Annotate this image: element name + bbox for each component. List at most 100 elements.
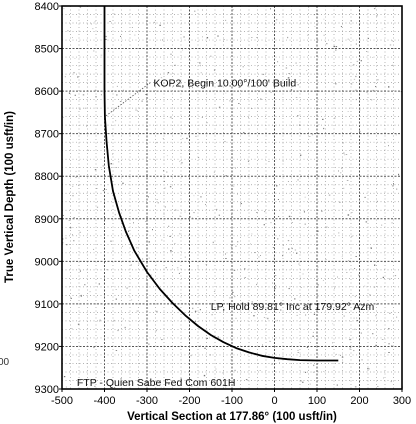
speckle [110, 163, 112, 165]
speckle [135, 109, 137, 111]
speckle [345, 154, 348, 155]
speckle [312, 335, 314, 337]
speckle [136, 247, 138, 249]
speckle [297, 115, 299, 117]
speckle [68, 220, 70, 221]
speckle [354, 328, 356, 330]
y-tick-label: 9300 [35, 384, 59, 396]
y-tick-label: 8700 [35, 129, 59, 141]
speckle [232, 185, 235, 187]
speckle [92, 28, 94, 30]
speckle [278, 359, 280, 361]
speckle [347, 214, 350, 216]
speckle [366, 91, 368, 93]
speckle [205, 204, 206, 206]
speckle [63, 376, 66, 378]
speckle [167, 72, 170, 74]
speckle [334, 287, 335, 289]
speckle [356, 60, 358, 62]
speckle [162, 39, 163, 41]
speckle [62, 242, 64, 244]
speckle [343, 152, 345, 154]
speckle [194, 320, 197, 322]
y-tick-label: 8600 [35, 86, 59, 98]
speckle [367, 368, 369, 370]
speckle [333, 45, 335, 48]
speckle [313, 313, 316, 315]
speckle [131, 299, 133, 301]
speckle [110, 240, 112, 242]
speckle [240, 203, 241, 205]
speckle [338, 170, 339, 172]
speckle [122, 182, 124, 184]
wellbore-path-line [103, 6, 339, 362]
speckle [243, 303, 245, 305]
speckle [393, 183, 394, 185]
speckle [146, 284, 148, 286]
speckle [181, 162, 183, 164]
speckle [172, 73, 174, 74]
speckle [213, 171, 215, 173]
speckle [70, 297, 72, 299]
speckle [136, 310, 138, 312]
speckle [323, 18, 325, 20]
speckle [217, 35, 219, 37]
speckle [68, 92, 70, 94]
speckle [276, 19, 278, 21]
speckle [75, 170, 77, 172]
speckle [300, 380, 302, 382]
speckle [102, 190, 105, 192]
speckle [201, 117, 203, 118]
speckle [163, 180, 165, 182]
speckle [158, 382, 160, 383]
speckle [340, 172, 342, 174]
speckle [200, 72, 202, 74]
speckle [271, 363, 273, 365]
leader-line-kop2 [104, 82, 151, 117]
speckle [79, 108, 81, 110]
speckle [355, 43, 357, 45]
speckle [152, 229, 153, 231]
speckle [245, 379, 248, 381]
speckle [232, 291, 234, 293]
speckle [169, 235, 171, 237]
speckle [312, 331, 314, 333]
speckle [166, 171, 168, 173]
speckle [182, 49, 183, 51]
speckle [186, 137, 188, 140]
speckle [115, 289, 117, 290]
speckle [389, 278, 391, 280]
speckle [349, 339, 351, 341]
speckle [145, 94, 147, 95]
speckle [169, 186, 172, 188]
speckle [297, 352, 299, 353]
speckle [251, 37, 253, 38]
speckle [374, 264, 376, 266]
speckle [105, 189, 107, 190]
speckle [213, 291, 216, 292]
speckle [302, 308, 304, 310]
speckle [168, 383, 170, 385]
speckle [254, 252, 256, 253]
speckle [323, 34, 325, 36]
speckle [308, 6, 310, 8]
speckle [342, 187, 345, 189]
x-tick-labels: -500 -400 -300 -200 -100 0 100 200 300 [51, 389, 411, 407]
speckle [218, 106, 221, 108]
speckle [77, 323, 80, 325]
speckle [258, 256, 260, 258]
speckle [341, 256, 343, 258]
x-tick-label: 0 [271, 395, 277, 407]
speckle [269, 341, 271, 342]
speckle [212, 241, 214, 244]
speckle [280, 309, 282, 311]
speckle [375, 315, 377, 317]
speckle [84, 284, 86, 286]
speckle [188, 134, 190, 136]
speckle [336, 353, 337, 355]
speckle [62, 116, 64, 118]
speckle [130, 264, 132, 266]
speckle [147, 230, 149, 232]
speckle [77, 76, 79, 78]
speckle [306, 346, 309, 348]
